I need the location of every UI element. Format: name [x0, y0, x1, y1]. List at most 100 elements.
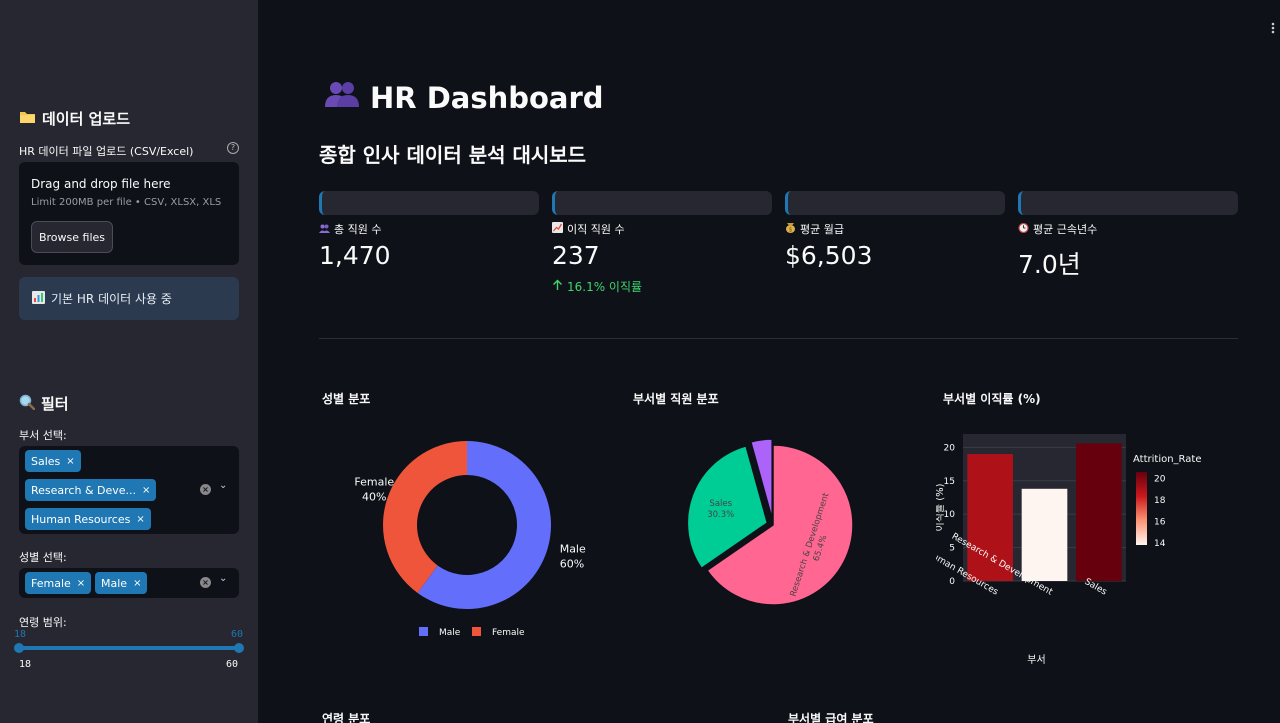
clock-icon — [1018, 222, 1029, 236]
dept-multiselect[interactable]: Sales × Research & Deve... × Human Resourc… — [19, 446, 239, 534]
dropzone-title: Drag and drop file here — [31, 177, 171, 191]
main-content: HR Dashboard 종합 인사 데이터 분석 대시보드 총 직원 수 1,… — [258, 0, 1280, 723]
upload-heading: 데이터 업로드 — [19, 108, 130, 129]
y-axis-label: 이직률 (%) — [936, 483, 946, 531]
folder-icon — [19, 109, 36, 128]
gender-tag-female[interactable]: Female × — [25, 572, 92, 594]
slider-thumb-value-max: 60 — [231, 629, 244, 640]
bar-0[interactable] — [967, 454, 1013, 581]
page-subtitle: 종합 인사 데이터 분석 대시보드 — [319, 143, 587, 167]
pie-slice-sales[interactable] — [686, 444, 769, 570]
age-label: 연령 범위: — [19, 616, 67, 629]
help-icon[interactable]: ? — [227, 142, 239, 154]
legend-swatch — [472, 627, 481, 636]
dept-tag-sales[interactable]: Sales × — [25, 450, 81, 472]
y-tick-label: 15 — [944, 477, 955, 487]
clear-icon[interactable]: × — [200, 484, 211, 495]
metric-label: 평균 월급 — [800, 223, 844, 236]
x-axis-label: 부서 — [1027, 654, 1045, 666]
colorbar-tick: 14 — [1154, 539, 1166, 549]
gender-donut-chart[interactable]: Male 60% Female 40% Male Female — [319, 410, 599, 650]
colorbar-title: Attrition_Rate — [1133, 454, 1201, 465]
metric-label: 총 직원 수 — [334, 223, 382, 236]
metric-bar — [319, 191, 539, 215]
dept-tag-hr[interactable]: Human Resources × — [25, 508, 151, 530]
chart-title-attrition: 부서별 이직률 (%) — [943, 392, 1041, 406]
svg-text:$: $ — [789, 226, 793, 233]
bar-2[interactable] — [1076, 443, 1122, 581]
chart-up-icon — [552, 222, 563, 236]
colorbar-tick: 18 — [1154, 496, 1166, 506]
metric-bar — [552, 191, 772, 215]
age-slider-min-handle[interactable] — [14, 643, 24, 653]
magnifier-icon — [19, 394, 36, 414]
bar-1[interactable] — [1021, 488, 1068, 581]
remove-tag-icon[interactable]: × — [133, 577, 142, 589]
metric-avg-tenure: 평균 근속년수 7.0년 — [1018, 191, 1238, 281]
metric-value: 1,470 — [319, 241, 391, 270]
metric-value: 7.0년 — [1018, 250, 1081, 279]
chevron-down-icon[interactable]: ⌄ — [219, 573, 228, 584]
info-box: 기본 HR 데이터 사용 중 — [19, 277, 239, 320]
slice-text: Sales 30.3% — [707, 499, 734, 520]
y-tick-label: 0 — [949, 577, 955, 587]
donut-slice-male[interactable] — [417, 441, 551, 609]
clear-icon[interactable]: × — [200, 577, 211, 588]
upload-label: HR 데이터 파일 업로드 (CSV/Excel) — [19, 145, 194, 158]
dept-tag-rd[interactable]: Research & Deve... × — [25, 479, 157, 501]
age-slider-track[interactable] — [19, 646, 239, 650]
chart-title-salary: 부서별 급여 분포 — [788, 712, 874, 723]
legend-swatch — [419, 627, 428, 636]
page-title: HR Dashboard — [324, 80, 604, 115]
chevron-down-icon[interactable]: ⌄ — [219, 480, 228, 491]
slice-label: Female 40% — [354, 476, 394, 504]
y-tick-label: 10 — [944, 510, 956, 520]
remove-tag-icon[interactable]: × — [66, 455, 75, 467]
metric-total-employees: 총 직원 수 1,470 — [319, 191, 539, 270]
chart-title-age: 연령 분포 — [322, 712, 371, 723]
metric-attrition: 이직 직원 수 237 16.1% 이직률 — [552, 191, 772, 295]
sidebar: 데이터 업로드 HR 데이터 파일 업로드 (CSV/Excel) ? Drag… — [0, 0, 258, 723]
remove-tag-icon[interactable]: × — [136, 513, 145, 525]
info-text: 기본 HR 데이터 사용 중 — [51, 292, 172, 306]
people-icon — [319, 223, 330, 236]
gender-tag-male[interactable]: Male × — [95, 572, 148, 594]
chart-title-gender: 성별 분포 — [322, 392, 371, 406]
money-bag-icon: $ — [785, 222, 796, 236]
pie-slice-hr[interactable] — [749, 438, 773, 520]
legend-label: Male — [439, 628, 461, 638]
y-tick-label: 5 — [949, 544, 955, 554]
remove-tag-icon[interactable]: × — [142, 484, 151, 496]
people-icon — [324, 80, 360, 115]
browse-files-button[interactable]: Browse files — [31, 221, 113, 253]
slider-max-label: 60 — [226, 659, 239, 670]
metric-label: 평균 근속년수 — [1033, 223, 1098, 236]
main-menu-icon[interactable] — [1271, 22, 1275, 34]
metric-delta: 16.1% 이직률 — [552, 278, 772, 295]
gender-multiselect[interactable]: Female × Male × × ⌄ — [19, 568, 239, 598]
gender-label: 성별 선택: — [19, 551, 67, 564]
metric-bar — [1018, 191, 1238, 215]
dept-label: 부서 선택: — [19, 429, 67, 442]
colorbar — [1136, 472, 1147, 545]
dropzone-limit: Limit 200MB per file • CSV, XLSX, XLS — [31, 197, 222, 208]
age-slider-max-handle[interactable] — [234, 643, 244, 653]
y-tick-label: 20 — [944, 443, 956, 453]
metric-value: 237 — [552, 241, 600, 270]
donut-slice-female[interactable] — [383, 441, 467, 593]
filter-heading: 필터 — [19, 393, 69, 414]
file-dropzone[interactable]: Drag and drop file here Limit 200MB per … — [19, 162, 239, 265]
colorbar-tick: 20 — [1154, 474, 1166, 484]
chart-title-dept: 부서별 직원 분포 — [633, 392, 719, 406]
dept-pie-chart[interactable]: Research & Development65.4%Sales 30.3% — [630, 410, 920, 650]
remove-tag-icon[interactable]: × — [76, 577, 86, 589]
slice-label: Male 60% — [560, 542, 586, 570]
colorbar-tick: 16 — [1154, 517, 1166, 527]
metric-label: 이직 직원 수 — [567, 223, 625, 236]
pie-slice-rd[interactable] — [706, 444, 854, 606]
legend-label: Female — [492, 628, 525, 638]
slider-min-label: 18 — [19, 659, 32, 670]
divider — [319, 338, 1238, 339]
metric-bar — [785, 191, 1005, 215]
